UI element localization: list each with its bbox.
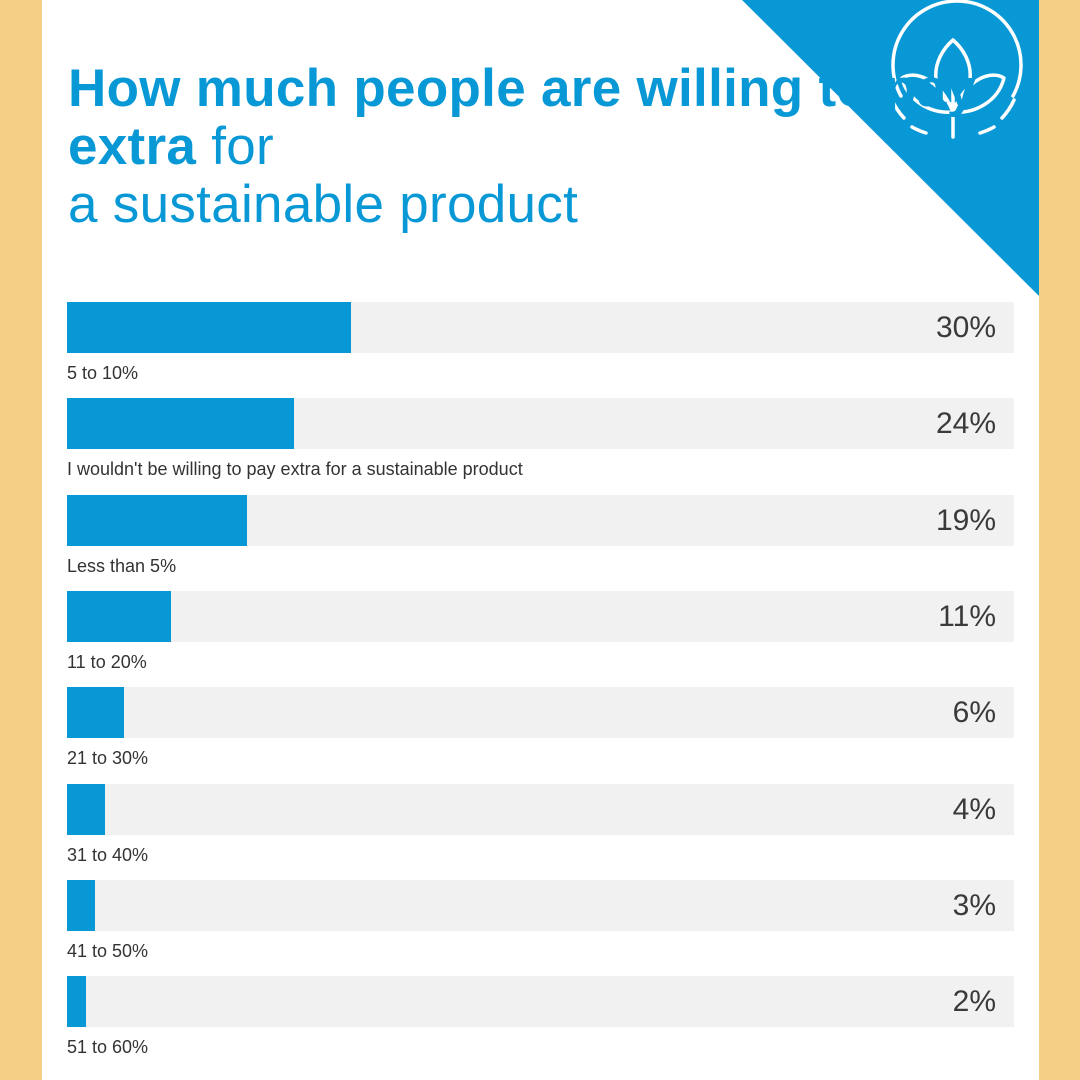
bar <box>67 494 247 546</box>
infographic-card: How much people are willing to pay extra… <box>42 0 1039 1080</box>
bar-track: 11% <box>67 590 1014 642</box>
bar <box>67 590 171 642</box>
bar-value-label: 19% <box>935 503 996 537</box>
bar-category-label: Less than 5% <box>67 555 177 576</box>
chart-title-light-2: a sustainable product <box>68 175 579 234</box>
bar-chart: 30% 5 to 10% 24% I wouldn't be willing to p… <box>42 0 1039 1080</box>
bar-category-label: 41 to 50% <box>67 940 149 961</box>
bar-row: 19% Less than 5% <box>67 494 1014 576</box>
bar-row: 4% 31 to 40% <box>67 783 1014 865</box>
bar-track: 30% <box>67 302 1014 353</box>
bar-category-label: 21 to 30% <box>67 748 149 769</box>
chart-title: How much people are willing to pay extra… <box>68 60 1039 234</box>
chart-title-light-1: for <box>211 117 274 176</box>
bar-row: 24% I wouldn't be willing to pay extra fo… <box>67 398 1014 480</box>
bar-row: 30% 5 to 10% <box>67 302 1014 383</box>
bar-value-label: 24% <box>935 407 996 441</box>
bar-value-label: 2% <box>952 985 996 1019</box>
bar-value-label: 3% <box>952 888 996 922</box>
sprout-leaf-icon <box>890 0 1023 139</box>
bar <box>67 398 294 450</box>
bar-category-label: 51 to 60% <box>67 1037 149 1058</box>
bar-track: 2% <box>67 976 1014 1028</box>
bar <box>67 687 124 739</box>
bar <box>67 783 105 835</box>
bar-track: 4% <box>67 783 1014 835</box>
bar-row: 11% 11 to 20% <box>67 590 1014 672</box>
bar-track: 19% <box>67 494 1014 546</box>
bar-value-label: 30% <box>935 311 996 344</box>
bar <box>67 879 95 931</box>
bar-track: 3% <box>67 879 1014 931</box>
bar-value-label: 4% <box>952 792 996 826</box>
chart-title-bold: How much people are willing to pay extra <box>68 59 977 176</box>
bar-category-label: 5 to 10% <box>67 363 139 383</box>
bar-track: 24% <box>67 398 1014 450</box>
bar-category-label: I wouldn't be willing to pay extra for a… <box>67 459 523 480</box>
bar <box>67 302 351 353</box>
bar-value-label: 11% <box>938 599 996 633</box>
bar-row: 6% 21 to 30% <box>67 687 1014 769</box>
bar-row: 3% 41 to 50% <box>67 879 1014 961</box>
corner-badge <box>742 0 1039 296</box>
bar-category-label: 31 to 40% <box>67 844 149 865</box>
bar <box>67 976 86 1028</box>
bar-value-label: 6% <box>952 696 996 730</box>
bar-track: 6% <box>67 687 1014 739</box>
bar-row: 2% 51 to 60% <box>67 976 1014 1058</box>
bar-category-label: 11 to 20% <box>67 651 147 672</box>
